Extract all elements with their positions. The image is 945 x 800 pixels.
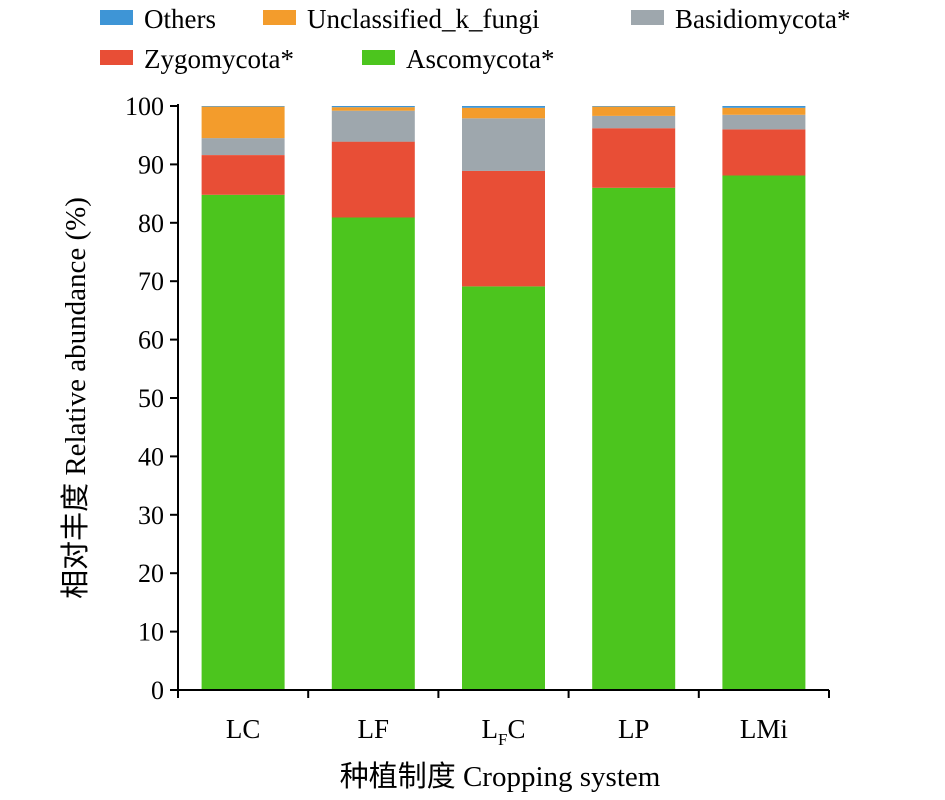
x-tick-label: LP [618, 714, 650, 744]
legend: Others Unclassified_k_fungi Basidiomycota*… [100, 4, 850, 74]
legend-swatch [631, 10, 664, 25]
legend-label: Ascomycota* [406, 44, 554, 74]
legend-swatch [100, 50, 133, 65]
y-tick-label: 60 [138, 326, 164, 355]
bar-lp-unclassified-k-fungi [592, 106, 676, 116]
legend-item: Zygomycota* [100, 44, 294, 74]
x-tick-label: LF [358, 714, 390, 744]
bar-lfc-ascomycota [462, 286, 545, 690]
legend-item: Basidiomycota* [631, 4, 850, 34]
y-tick-label: 80 [138, 209, 164, 238]
legend-label: Basidiomycota* [675, 4, 850, 34]
bar-lc-unclassified-k-fungi [201, 106, 285, 139]
bar-lmi-basidiomycota [722, 114, 806, 130]
legend-item: Others [100, 4, 216, 34]
y-tick-label: 30 [138, 501, 164, 530]
legend-swatch [263, 10, 296, 25]
bar-lp-zygomycota [592, 128, 676, 188]
bar-lfc-others [462, 106, 545, 108]
bar-lf-unclassified-k-fungi [331, 107, 415, 111]
y-tick-label: 90 [138, 150, 164, 179]
bars [201, 106, 806, 691]
bar-lfc-zygomycota [462, 170, 545, 287]
bar-lf-zygomycota [331, 141, 415, 218]
legend-swatch [100, 10, 133, 25]
bar-lc-zygomycota [201, 155, 285, 195]
x-tick-label: LFC [482, 714, 526, 749]
bar-lf-ascomycota [331, 217, 415, 690]
legend-item: Ascomycota* [362, 44, 554, 74]
x-tick-label: LMi [740, 714, 788, 744]
legend-label: Unclassified_k_fungi [307, 4, 539, 34]
bar-lfc-basidiomycota [462, 118, 545, 171]
x-tick-label: LC [226, 714, 261, 744]
bar-lc-others [201, 106, 285, 107]
y-tick-label: 50 [138, 384, 164, 413]
x-axis-title: 种植制度 Cropping system [340, 760, 661, 793]
bar-lc-ascomycota [201, 194, 285, 691]
bar-lfc-unclassified-k-fungi [462, 107, 545, 119]
axes: LC LF LFC LP LMi 0 10 20 30 40 50 60 70 80 90 100 [125, 92, 830, 749]
legend-swatch [362, 50, 395, 65]
y-tick-label: 100 [125, 92, 164, 121]
y-tick-label: 10 [138, 618, 164, 647]
y-tick-label: 70 [138, 267, 164, 296]
bar-lmi-unclassified-k-fungi [722, 107, 806, 115]
bar-lmi-ascomycota [722, 175, 806, 690]
legend-item: Unclassified_k_fungi [263, 4, 539, 34]
bar-lp-ascomycota [592, 187, 676, 691]
bar-lmi-others [722, 106, 806, 108]
legend-label: Others [144, 4, 216, 34]
y-tick-label: 0 [151, 676, 164, 705]
bar-lf-basidiomycota [331, 110, 415, 142]
y-tick-label: 20 [138, 559, 164, 588]
bar-lf-others [331, 106, 415, 108]
bar-lp-basidiomycota [592, 115, 676, 129]
bar-lc-basidiomycota [201, 138, 285, 155]
y-axis-title: 相对丰度 Relative abundance (%) [59, 197, 92, 599]
y-tick-label: 40 [138, 442, 164, 471]
legend-label: Zygomycota* [144, 44, 294, 74]
bar-lmi-zygomycota [722, 129, 806, 176]
bar-lp-others [592, 106, 676, 107]
